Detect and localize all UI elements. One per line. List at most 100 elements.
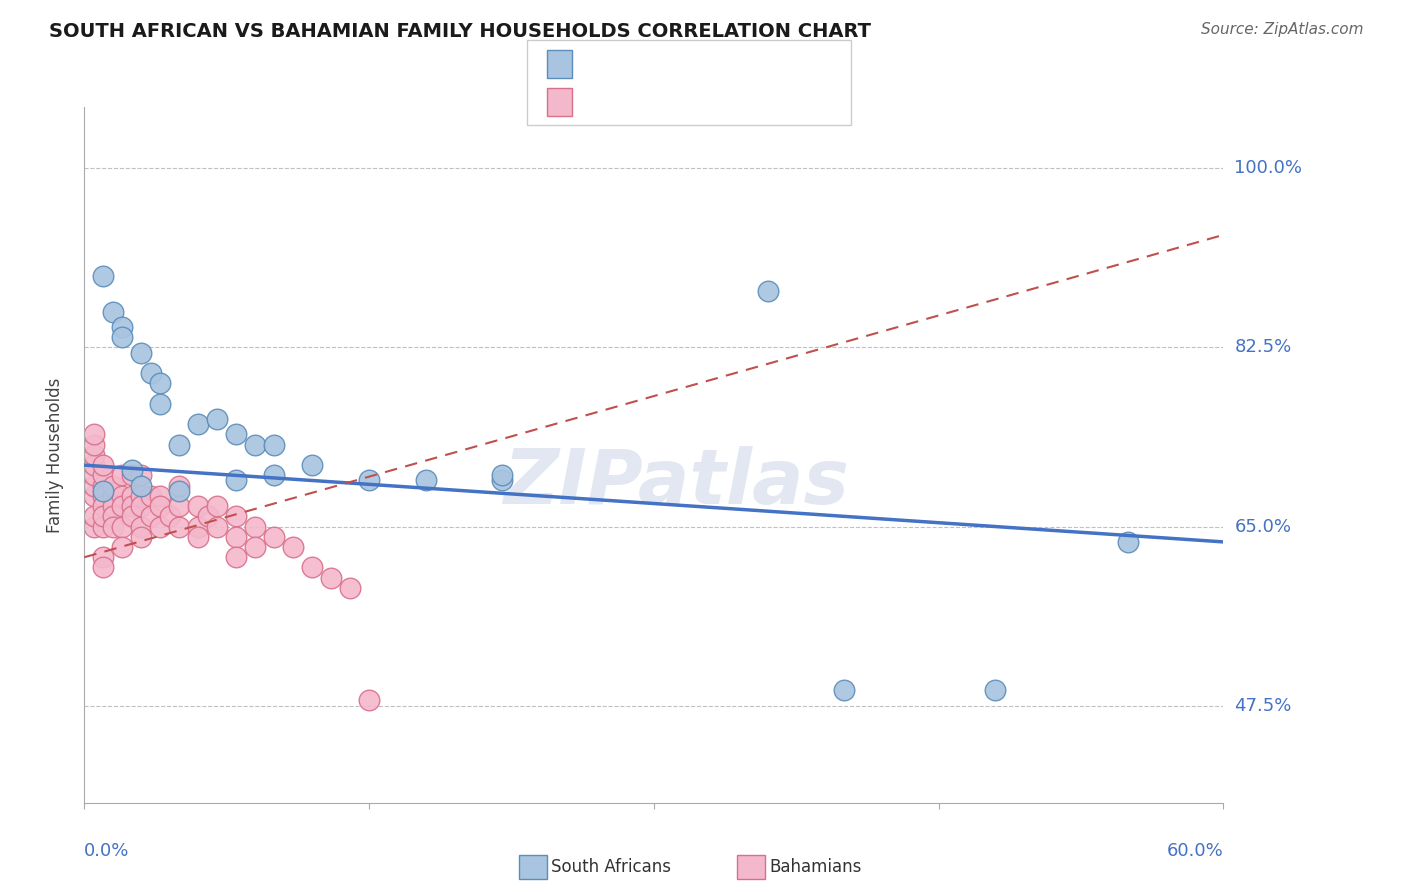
Point bbox=[169, 438, 191, 452]
Point bbox=[93, 268, 115, 283]
Point bbox=[111, 330, 134, 344]
Point bbox=[131, 345, 153, 359]
Point bbox=[491, 468, 513, 483]
Point bbox=[93, 519, 115, 533]
Point bbox=[149, 519, 172, 533]
Point bbox=[149, 397, 172, 411]
Point bbox=[263, 530, 285, 544]
Point bbox=[225, 509, 247, 524]
Text: South Africans: South Africans bbox=[551, 858, 671, 876]
Point bbox=[225, 427, 247, 442]
Text: 65.0%: 65.0% bbox=[1234, 517, 1291, 535]
Point bbox=[101, 519, 124, 533]
Point bbox=[187, 499, 209, 513]
Point bbox=[263, 438, 285, 452]
Point bbox=[139, 366, 162, 380]
Point bbox=[139, 509, 162, 524]
Point bbox=[93, 489, 115, 503]
Text: 60.0%: 60.0% bbox=[1167, 842, 1223, 860]
Point bbox=[225, 474, 247, 488]
Text: Source: ZipAtlas.com: Source: ZipAtlas.com bbox=[1201, 22, 1364, 37]
Point bbox=[121, 509, 143, 524]
Point bbox=[263, 468, 285, 483]
Point bbox=[359, 474, 381, 488]
Point bbox=[83, 427, 105, 442]
Point bbox=[93, 483, 115, 498]
Point bbox=[131, 468, 153, 483]
Point bbox=[832, 683, 855, 698]
Point bbox=[93, 560, 115, 574]
Point bbox=[111, 320, 134, 334]
Text: Bahamians: Bahamians bbox=[769, 858, 862, 876]
Point bbox=[93, 458, 115, 472]
Point bbox=[121, 489, 143, 503]
Y-axis label: Family Households: Family Households bbox=[45, 377, 63, 533]
Point bbox=[111, 489, 134, 503]
Point bbox=[187, 530, 209, 544]
Point bbox=[756, 284, 779, 298]
Point bbox=[121, 468, 143, 483]
Text: 47.5%: 47.5% bbox=[1234, 697, 1292, 714]
Point bbox=[131, 489, 153, 503]
Point bbox=[169, 483, 191, 498]
Text: SOUTH AFRICAN VS BAHAMIAN FAMILY HOUSEHOLDS CORRELATION CHART: SOUTH AFRICAN VS BAHAMIAN FAMILY HOUSEHO… bbox=[49, 22, 872, 41]
Point bbox=[111, 519, 134, 533]
Point bbox=[111, 468, 134, 483]
Point bbox=[93, 509, 115, 524]
Point bbox=[491, 474, 513, 488]
Point bbox=[93, 478, 115, 492]
Point bbox=[984, 683, 1007, 698]
Point bbox=[149, 376, 172, 391]
Point bbox=[359, 693, 381, 707]
Point bbox=[197, 509, 219, 524]
Text: 0.0%: 0.0% bbox=[84, 842, 129, 860]
Text: R = 0.100: R = 0.100 bbox=[579, 93, 669, 111]
Text: 100.0%: 100.0% bbox=[1234, 160, 1302, 178]
Point bbox=[101, 304, 124, 318]
Point bbox=[83, 489, 105, 503]
Point bbox=[187, 417, 209, 432]
Text: N = 63: N = 63 bbox=[724, 93, 787, 111]
Point bbox=[225, 550, 247, 565]
Point bbox=[101, 478, 124, 492]
Point bbox=[93, 499, 115, 513]
Point bbox=[83, 478, 105, 492]
Point bbox=[207, 519, 229, 533]
Point bbox=[149, 499, 172, 513]
Point bbox=[83, 509, 105, 524]
Point bbox=[131, 478, 153, 492]
Point bbox=[415, 474, 437, 488]
Point bbox=[1118, 535, 1140, 549]
Point bbox=[169, 519, 191, 533]
Text: 82.5%: 82.5% bbox=[1234, 338, 1292, 357]
Point bbox=[111, 499, 134, 513]
Text: R = -0.131: R = -0.131 bbox=[579, 55, 676, 73]
Point bbox=[159, 509, 181, 524]
Point bbox=[83, 468, 105, 483]
Point bbox=[121, 463, 143, 477]
Point bbox=[301, 560, 323, 574]
Point bbox=[321, 571, 343, 585]
Point bbox=[149, 489, 172, 503]
Point bbox=[131, 499, 153, 513]
Point bbox=[101, 499, 124, 513]
Point bbox=[207, 412, 229, 426]
Point bbox=[339, 581, 361, 595]
Text: ZIPatlas: ZIPatlas bbox=[503, 446, 849, 520]
Point bbox=[131, 530, 153, 544]
Point bbox=[93, 550, 115, 565]
Point bbox=[121, 499, 143, 513]
Point bbox=[139, 489, 162, 503]
Point bbox=[111, 540, 134, 554]
Point bbox=[83, 519, 105, 533]
Point bbox=[245, 438, 267, 452]
Point bbox=[245, 540, 267, 554]
Point bbox=[83, 448, 105, 462]
Text: N = 29: N = 29 bbox=[724, 55, 787, 73]
Point bbox=[131, 519, 153, 533]
Point bbox=[83, 438, 105, 452]
Point bbox=[283, 540, 305, 554]
Point bbox=[101, 509, 124, 524]
Point bbox=[301, 458, 323, 472]
Point bbox=[93, 468, 115, 483]
